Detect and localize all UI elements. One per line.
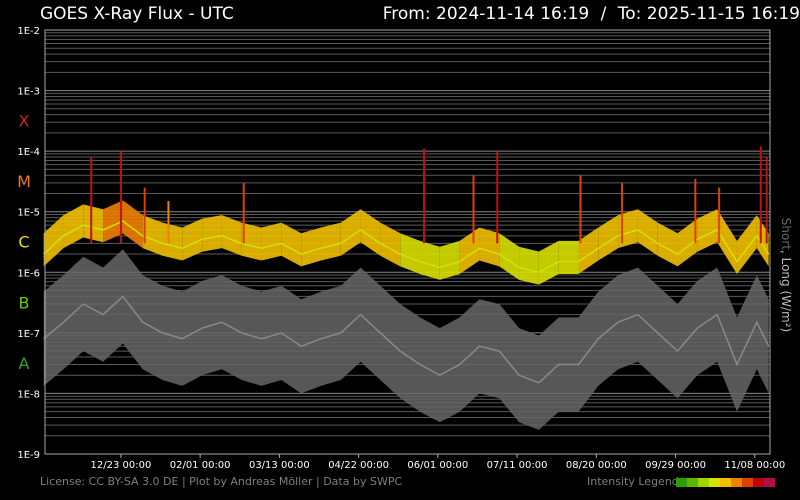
long-series-segment [479, 227, 500, 267]
flare-class-label: B [19, 293, 30, 312]
y-axis-label: Short, Long (W/m²) [779, 218, 793, 332]
separator-label: , [779, 249, 793, 258]
y-tick-label: 1E-8 [17, 389, 40, 400]
chart-title: GOES X-Ray Flux - UTC [40, 4, 234, 24]
legend-swatch [753, 478, 764, 487]
y-tick-label: 1E-5 [17, 208, 40, 219]
long-series-segment [162, 222, 183, 261]
long-series-segment [43, 215, 64, 267]
time-range: From: 2024-11-14 16:19 / To: 2025-11-15 … [383, 4, 800, 24]
flare-class-label: C [18, 233, 29, 252]
legend-swatch [676, 478, 687, 487]
short-series [43, 249, 770, 430]
x-axis: 12/23 00:00 02/01 00:00 03/13 00:00 04/22 0… [90, 454, 785, 471]
legend-swatch [764, 478, 775, 487]
legend-swatch [687, 478, 698, 487]
legend-swatch [698, 478, 709, 487]
long-series-segment [578, 227, 599, 274]
to-label: To: [617, 4, 642, 24]
long-series-segment [558, 240, 579, 274]
flare-class-label: A [19, 354, 30, 373]
long-series-segment [142, 215, 163, 256]
intensity-legend-bar [676, 478, 775, 487]
y-tick-label: 1E-7 [17, 329, 40, 340]
long-series-segment [202, 215, 222, 252]
x-tick-label: 02/01 00:00 [170, 460, 231, 471]
short-series-line [43, 295, 770, 384]
long-series-segment [281, 222, 302, 267]
y-tick-label: 1E-3 [17, 87, 40, 98]
range-separator: / [600, 4, 607, 24]
long-series-segment [677, 218, 698, 267]
x-tick-label: 03/13 00:00 [249, 460, 310, 471]
flare-class-label: X [19, 112, 30, 131]
long-series-segment [439, 240, 460, 280]
x-tick-label: 06/01 00:00 [407, 460, 468, 471]
short-series-band [43, 249, 769, 430]
legend-swatch [731, 478, 742, 487]
long-series-segment [519, 246, 539, 285]
long-series-segment [598, 215, 619, 261]
long-label: Long (W/m²) [779, 257, 793, 333]
long-series-segment [122, 200, 143, 249]
long-series-line [43, 220, 770, 274]
y-tick-label: 1E-4 [17, 147, 40, 158]
long-series-segment [182, 218, 203, 261]
long-series-segment [221, 215, 242, 256]
long-series-segment [697, 209, 718, 252]
long-series-segment [420, 240, 440, 280]
long-series-segment [736, 215, 757, 274]
from-label: From: [382, 4, 431, 24]
x-tick-label: 04/22 00:00 [328, 460, 389, 471]
long-series-segment [538, 240, 559, 285]
plot-frame [44, 29, 771, 455]
long-series-segment [241, 222, 262, 261]
y-tick-label: 1E-2 [17, 26, 40, 37]
legend-swatch [742, 478, 753, 487]
x-tick-label: 11/08 00:00 [724, 460, 785, 471]
long-series-segment [400, 233, 421, 274]
to-value: 2025-11-15 16:19 [646, 4, 800, 24]
y-tick-label: 1E-9 [17, 450, 40, 461]
long-series-segment [340, 209, 361, 256]
long-series-segment [360, 209, 381, 256]
flare-class-labels: X M C B A [17, 112, 31, 373]
short-label: Short [779, 217, 793, 250]
long-series-segment [499, 233, 520, 280]
long-series-segment [380, 222, 401, 267]
legend-swatch [709, 478, 720, 487]
x-tick-label: 09/29 00:00 [645, 460, 706, 471]
x-tick-label: 12/23 00:00 [90, 460, 151, 471]
flare-class-label: M [17, 172, 31, 191]
x-tick-label: 08/20 00:00 [566, 460, 627, 471]
long-series-segment [261, 222, 282, 261]
long-series-segment [63, 204, 84, 249]
intensity-legend-label: Intensity Legend [587, 475, 679, 488]
from-value: 2024-11-14 16:19 [436, 4, 590, 24]
flare-peaks [90, 146, 768, 244]
y-tick-label: 1E-6 [17, 268, 40, 279]
long-series-segment [637, 209, 658, 256]
long-series-segment [103, 200, 123, 243]
license-footer: License: CC BY-SA 3.0 DE | Plot by Andre… [40, 475, 403, 488]
long-series-segment [657, 222, 678, 267]
long-series-segment [83, 204, 104, 243]
y-axis: 1E-2 1E-3 1E-4 1E-5 1E-6 1E-7 1E-8 1E-9 [17, 26, 40, 461]
legend-swatch [720, 478, 731, 487]
long-series-segment [717, 209, 737, 274]
long-series-segment [301, 227, 321, 267]
x-tick-label: 07/11 00:00 [487, 460, 548, 471]
long-series-segment [320, 222, 341, 261]
